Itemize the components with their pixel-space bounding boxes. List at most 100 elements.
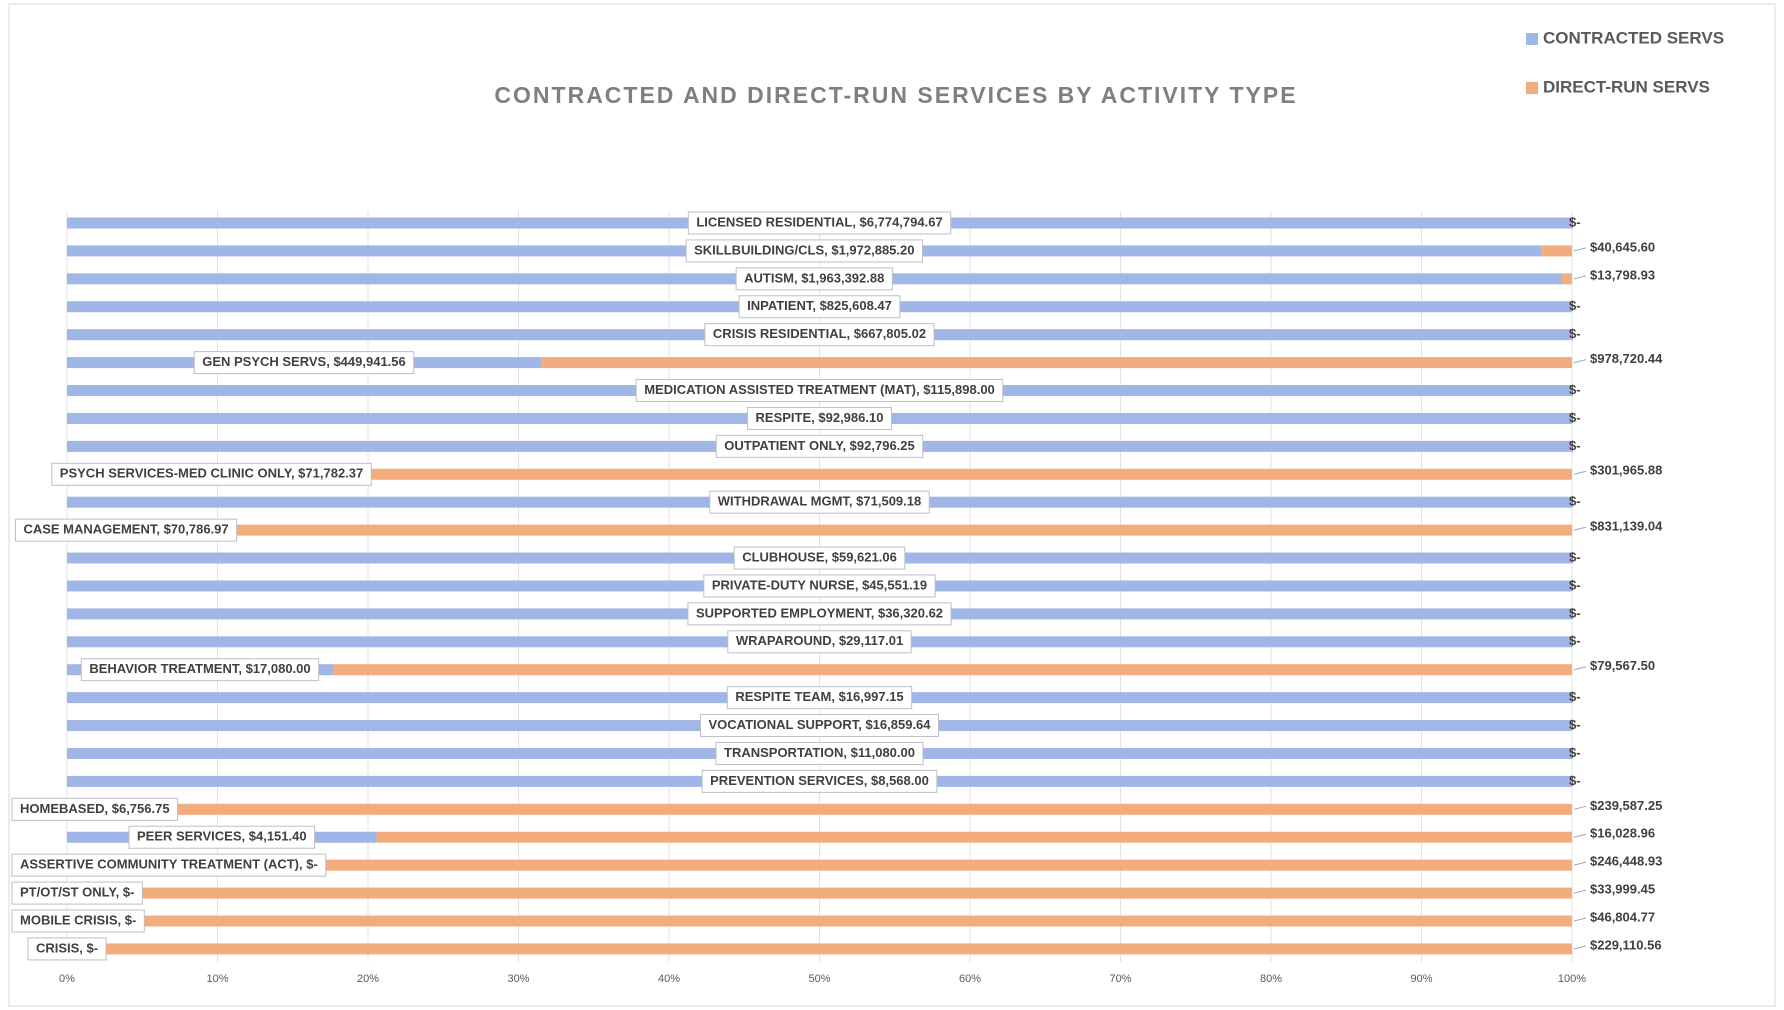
x-tick-label: 100% <box>1558 973 1586 985</box>
chart-title: CONTRACTED AND DIRECT-RUN SERVICES BY AC… <box>494 82 1297 108</box>
data-label: CLUBHOUSE, $59,621.06 <box>742 549 897 564</box>
bar-segment <box>185 524 1572 536</box>
x-tick-label: 20% <box>357 973 379 985</box>
data-label: $- <box>1569 689 1581 704</box>
data-label: $- <box>1569 717 1581 732</box>
data-label-box <box>128 825 316 849</box>
data-label: PSYCH SERVICES-MED CLINIC ONLY, $71,782.… <box>60 466 363 481</box>
data-label-box <box>703 574 936 598</box>
data-label: GEN PSYCH SERVS, $449,941.56 <box>202 354 406 369</box>
data-label: $16,028.96 <box>1590 826 1655 841</box>
x-tick-label: 30% <box>507 973 529 985</box>
data-label-box <box>715 434 924 458</box>
bar-segment <box>67 887 1572 899</box>
bar-segment <box>332 664 1572 676</box>
data-label: $- <box>1569 326 1581 341</box>
bar-segment <box>1561 273 1572 285</box>
bar-segment <box>1541 245 1572 257</box>
data-label: CRISIS RESIDENTIAL, $667,805.02 <box>713 326 926 341</box>
data-label: $978,720.44 <box>1590 351 1663 366</box>
bar-segment <box>108 803 1573 815</box>
legend-label: CONTRACTED SERVS <box>1543 28 1724 47</box>
data-label-box <box>685 239 923 263</box>
data-label: RESPITE, $92,986.10 <box>756 410 884 425</box>
bar-segment <box>376 831 1573 843</box>
data-label-box <box>701 769 938 793</box>
leader-line <box>1573 666 1587 671</box>
data-label-box <box>11 909 145 933</box>
data-label: $13,798.93 <box>1590 267 1655 282</box>
data-label: BEHAVIOR TREATMENT, $17,080.00 <box>89 661 310 676</box>
data-label: PRIVATE-DUTY NURSE, $45,551.19 <box>712 577 927 592</box>
data-label: PREVENTION SERVICES, $8,568.00 <box>710 773 929 788</box>
data-label-box <box>11 881 143 905</box>
x-tick-label: 40% <box>658 973 680 985</box>
data-label-box <box>687 602 952 626</box>
legend-label: DIRECT-RUN SERVS <box>1543 77 1710 96</box>
data-label: PEER SERVICES, $4,151.40 <box>137 829 307 844</box>
leader-line <box>1573 805 1587 810</box>
leader-line <box>1573 275 1587 280</box>
data-label: $- <box>1569 438 1581 453</box>
data-label-box <box>727 630 912 654</box>
data-label: $- <box>1569 773 1581 788</box>
data-label: SKILLBUILDING/CLS, $1,972,885.20 <box>694 242 914 257</box>
data-label: $- <box>1569 577 1581 592</box>
data-label-box <box>687 211 952 235</box>
leader-line <box>1573 526 1587 531</box>
data-label: LICENSED RESIDENTIAL, $6,774,794.67 <box>696 214 942 229</box>
data-label-box <box>699 714 940 738</box>
x-tick-label: 10% <box>206 973 228 985</box>
data-label-box <box>11 797 179 821</box>
data-label: MOBILE CRISIS, $- <box>20 912 136 927</box>
leader-line <box>1573 247 1587 252</box>
data-label-box <box>635 379 1004 403</box>
data-label-box <box>27 937 107 961</box>
legend-swatch <box>1526 33 1538 45</box>
data-label: $301,965.88 <box>1590 463 1662 478</box>
x-tick-label: 50% <box>808 973 830 985</box>
data-label: TRANSPORTATION, $11,080.00 <box>724 745 915 760</box>
legend-swatch <box>1526 82 1538 94</box>
data-label-box <box>735 267 893 291</box>
data-label-box <box>11 853 327 877</box>
data-label-box <box>747 406 892 430</box>
data-label: $- <box>1569 494 1581 509</box>
data-label: RESPITE TEAM, $16,997.15 <box>735 689 903 704</box>
data-label: $- <box>1569 298 1581 313</box>
data-label: CASE MANAGEMENT, $70,786.97 <box>23 522 228 537</box>
data-label: $246,448.93 <box>1590 854 1662 869</box>
data-label: WITHDRAWAL MGMT, $71,509.18 <box>718 494 921 509</box>
data-label: $239,587.25 <box>1590 798 1662 813</box>
data-label-box <box>14 518 238 542</box>
leader-line <box>1573 889 1587 894</box>
data-label: $- <box>1569 382 1581 397</box>
data-label: PT/OT/ST ONLY, $- <box>20 885 134 900</box>
x-tick-label: 80% <box>1260 973 1282 985</box>
data-label-box <box>704 323 935 347</box>
data-label-box <box>80 658 320 682</box>
data-label-box <box>715 741 924 765</box>
data-label: $- <box>1569 745 1581 760</box>
bar-segment <box>356 468 1573 480</box>
data-label-box <box>709 490 930 514</box>
data-label: $- <box>1569 214 1581 229</box>
leader-line <box>1573 470 1587 475</box>
leader-line <box>1573 945 1587 950</box>
data-label: $229,110.56 <box>1590 937 1662 952</box>
data-label: HOMEBASED, $6,756.75 <box>20 801 170 816</box>
data-label-box <box>51 462 372 486</box>
data-label: $40,645.60 <box>1590 239 1655 254</box>
leader-line <box>1573 861 1587 866</box>
data-label-box <box>733 546 906 570</box>
data-label: VOCATIONAL SUPPORT, $16,859.64 <box>708 717 931 732</box>
data-label: $- <box>1569 633 1581 648</box>
data-label: ASSERTIVE COMMUNITY TREATMENT (ACT), $- <box>20 857 318 872</box>
data-label: SUPPORTED EMPLOYMENT, $36,320.62 <box>696 605 943 620</box>
data-label: $- <box>1569 410 1581 425</box>
data-label-box <box>726 686 913 710</box>
bar-segment <box>67 943 1572 955</box>
x-tick-label: 60% <box>959 973 981 985</box>
data-label: INPATIENT, $825,608.47 <box>747 298 892 313</box>
